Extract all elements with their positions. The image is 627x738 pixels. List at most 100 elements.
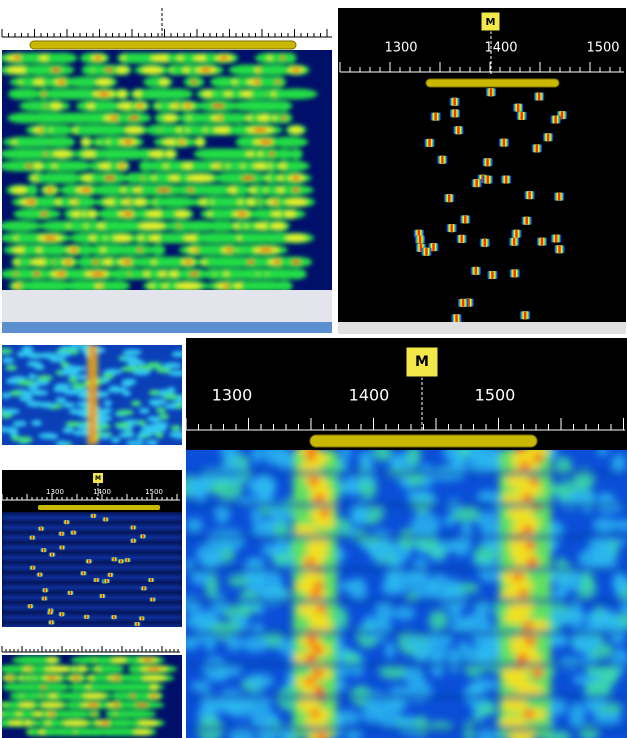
scale-label: 1300	[212, 386, 253, 405]
signal-dot	[504, 175, 508, 184]
blob	[334, 710, 361, 725]
blob	[150, 244, 166, 256]
blob	[271, 136, 309, 148]
signal-dot	[43, 596, 46, 601]
blob	[384, 642, 396, 659]
blob-peak	[94, 56, 102, 60]
blob	[285, 268, 307, 280]
blob	[241, 636, 270, 653]
blob-peak	[7, 676, 13, 680]
column-peak	[522, 526, 533, 534]
signal-dot	[425, 247, 428, 256]
band	[2, 565, 182, 570]
blob-peak	[190, 80, 198, 84]
column-peak	[310, 710, 321, 718]
signal-dot	[540, 237, 544, 246]
signal-dot	[104, 517, 107, 522]
signal-dot	[38, 572, 41, 577]
column-peak	[522, 494, 533, 502]
blob	[245, 673, 274, 689]
blob	[167, 370, 182, 377]
blob	[31, 419, 42, 426]
column-peak	[532, 454, 543, 462]
blob	[137, 419, 146, 426]
blob	[186, 616, 205, 628]
blob	[132, 369, 151, 376]
signal-dot	[42, 548, 45, 553]
row-band	[186, 694, 627, 700]
blob-peak	[57, 80, 67, 84]
blob-core	[163, 115, 177, 121]
blob-core	[33, 163, 43, 169]
blob	[12, 420, 27, 427]
column-peak	[307, 638, 318, 646]
scale-label: 1500	[145, 488, 163, 496]
passband-bar	[29, 40, 297, 50]
blob-core	[175, 283, 201, 289]
signal-dot	[136, 621, 139, 626]
blob-core	[284, 199, 308, 205]
scale-label: 1300	[46, 488, 64, 496]
band	[2, 595, 182, 600]
blob	[473, 544, 497, 565]
blob	[62, 402, 76, 409]
blob	[115, 709, 157, 719]
blob-core	[46, 657, 58, 663]
blob	[393, 606, 416, 621]
blob	[275, 280, 293, 290]
blob	[170, 425, 182, 432]
blob	[384, 696, 409, 712]
blob	[130, 400, 142, 407]
signal-dot	[460, 234, 463, 243]
blob-core	[186, 175, 214, 181]
blob-peak	[241, 176, 255, 180]
blob	[175, 402, 182, 409]
signal-dot	[31, 535, 34, 540]
blob	[374, 601, 394, 624]
blob-core	[133, 729, 151, 735]
signal-dot	[457, 126, 460, 135]
blob	[592, 712, 623, 725]
column-peak	[319, 510, 330, 518]
blob-peak	[80, 188, 92, 192]
blob	[63, 389, 80, 396]
blob	[195, 543, 224, 567]
blob-core	[270, 223, 286, 229]
blob-peak	[25, 200, 39, 204]
signal-dot	[461, 298, 465, 307]
signal-dot	[554, 115, 557, 124]
blob	[25, 184, 39, 196]
column-peak	[518, 590, 529, 598]
band	[2, 625, 182, 627]
column-peak	[312, 670, 323, 678]
blob-peak	[237, 212, 247, 216]
blob-core	[116, 67, 128, 73]
blob	[162, 362, 182, 369]
blob	[122, 349, 142, 356]
blob-peak	[91, 712, 97, 716]
signal-dot	[113, 557, 116, 562]
blob	[15, 379, 36, 386]
column-peak	[529, 478, 540, 486]
band	[2, 555, 182, 560]
texture-layer	[186, 450, 627, 738]
column-peak	[305, 558, 316, 566]
blob	[379, 664, 409, 680]
column-peak	[513, 574, 524, 582]
blob	[2, 392, 11, 399]
blob	[349, 578, 368, 602]
blob	[55, 397, 67, 404]
signal-dot	[95, 577, 98, 582]
blob-peak	[72, 676, 80, 680]
band	[2, 525, 182, 530]
signal-dot	[535, 144, 539, 153]
blob	[158, 389, 172, 396]
blob	[5, 378, 19, 385]
blob	[55, 160, 93, 172]
blob	[145, 439, 159, 445]
scale-label: 1400	[484, 41, 517, 56]
blob	[45, 682, 71, 692]
signal-dot	[486, 175, 490, 184]
blob-peak	[128, 116, 140, 120]
blob-peak	[253, 128, 267, 132]
